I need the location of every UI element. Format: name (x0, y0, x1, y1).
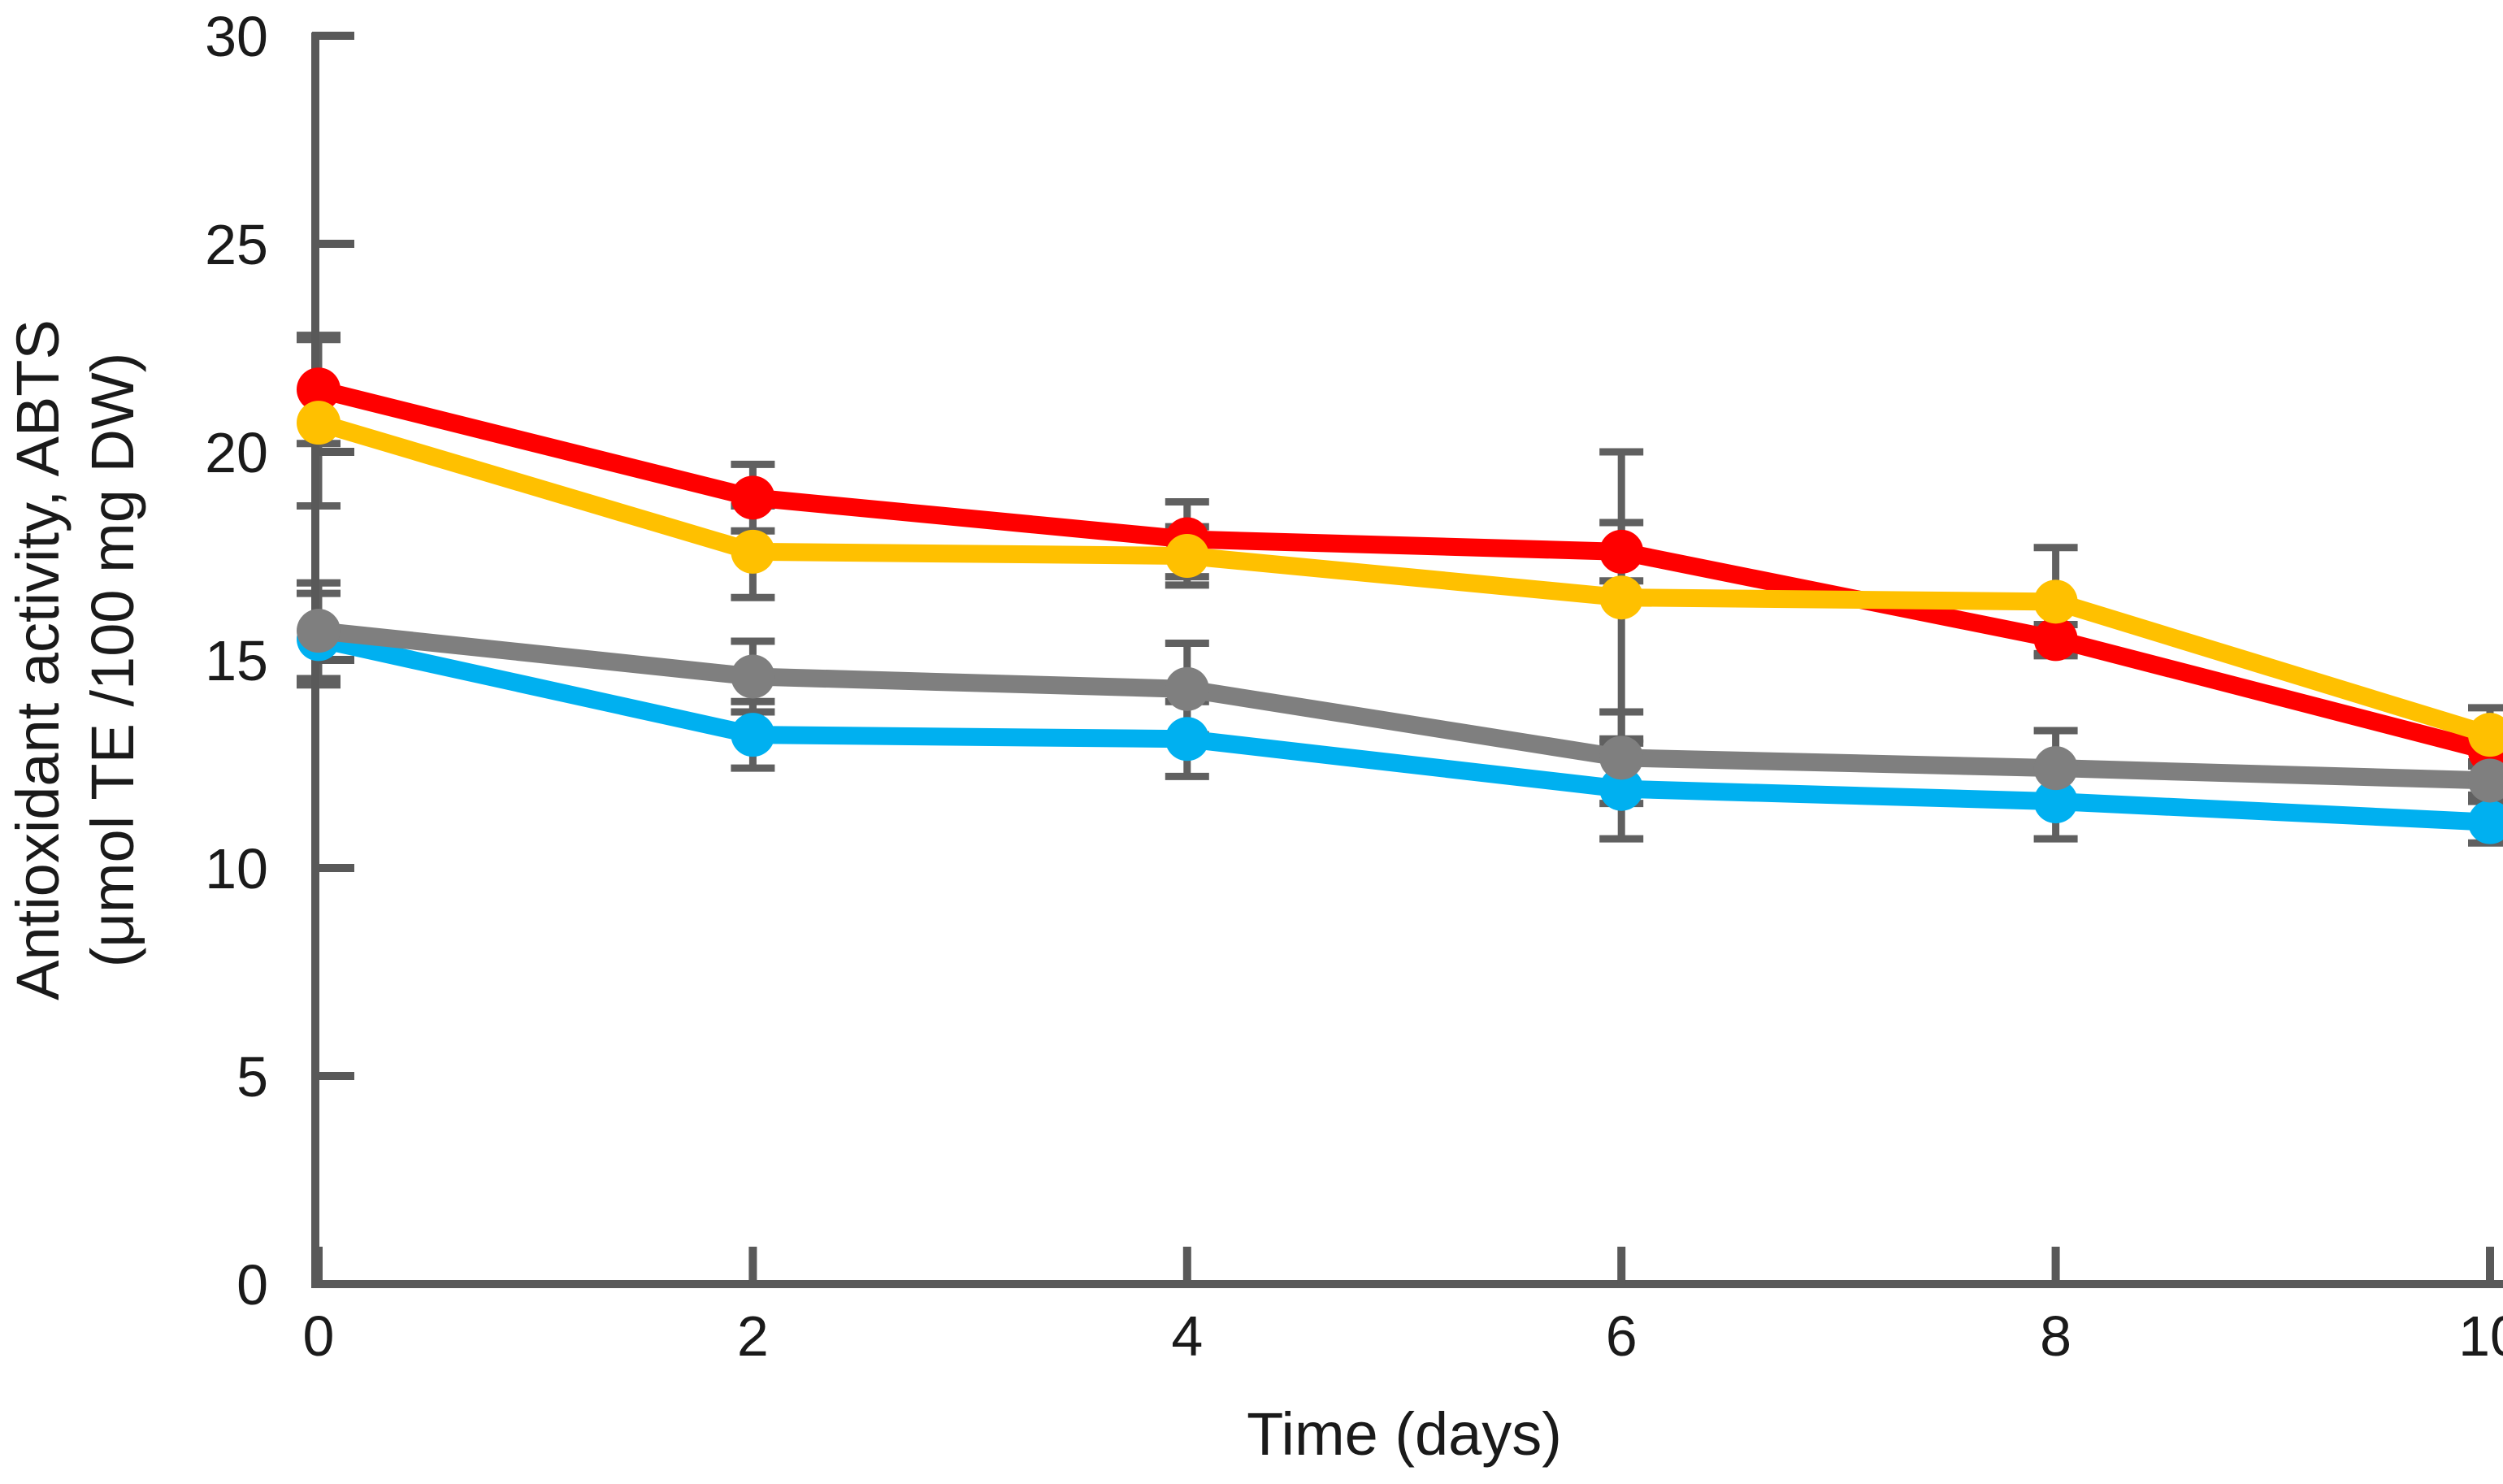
series-gold-marker (2468, 713, 2503, 757)
series-blue-marker (1165, 717, 1209, 762)
series-gold-marker (297, 401, 341, 445)
y-tick-label: 20 (205, 421, 268, 484)
y-axis-title-line2: (μmol TE /100 mg DW) (79, 353, 146, 968)
series-gray-marker (2033, 746, 2078, 791)
x-tick-label: 0 (303, 1304, 335, 1368)
x-tick-label: 6 (1606, 1304, 1638, 1368)
x-tick-label: 4 (1171, 1304, 1203, 1368)
series-blue-marker (2468, 800, 2503, 844)
series-gray-line (317, 622, 2491, 790)
series-gold-line (315, 414, 2493, 744)
series-gray-marker (731, 654, 775, 699)
series-blue-line (316, 630, 2491, 831)
series-red-line (316, 380, 2492, 761)
series-gold-marker (1165, 534, 1209, 578)
y-tick-label: 0 (236, 1253, 268, 1317)
series-gray-marker (297, 609, 341, 653)
series-blue-marker (1599, 766, 1644, 811)
y-tick-label: 10 (205, 837, 268, 900)
y-tick-label: 25 (205, 213, 268, 276)
series-red-marker (1599, 529, 1644, 574)
series-red-marker (297, 367, 341, 412)
series-gold-marker (2033, 579, 2078, 624)
y-tick-label: 30 (205, 5, 268, 68)
x-tick-label: 8 (2040, 1304, 2071, 1368)
series-gray-marker (2468, 758, 2503, 803)
y-tick-label: 15 (205, 629, 268, 692)
x-axis-title: Time (days) (1247, 1400, 1562, 1468)
series-red-marker (731, 475, 775, 520)
series-gray-marker (1165, 666, 1209, 711)
y-axis-title-line1: Antioxidant activity, ABTS (4, 319, 72, 1000)
plot-area: 0 5 10 15 20 25 30 0 2 4 6 8 10 (205, 5, 2503, 1368)
y-tick-label: 5 (236, 1045, 268, 1109)
series-gray-marker (1599, 735, 1644, 780)
series-red-marker (2033, 617, 2078, 662)
x-tick-label: 2 (737, 1304, 769, 1368)
x-tick-label: 10 (2458, 1304, 2503, 1368)
series-gold-marker (731, 529, 775, 574)
series-blue-marker (2033, 779, 2078, 824)
series-gold-marker (1599, 575, 1644, 620)
series-blue-marker (731, 713, 775, 757)
